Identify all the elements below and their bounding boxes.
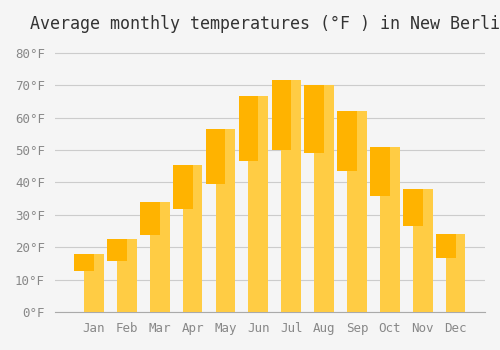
Bar [248,97,268,312]
Bar [173,164,193,209]
Bar [74,254,94,271]
Bar [380,147,400,312]
Bar [183,164,203,312]
Bar [206,129,226,184]
Bar [272,80,291,150]
Bar [436,234,456,258]
Bar [304,85,324,153]
Bar [347,111,367,312]
Title: Average monthly temperatures (°F ) in New Berlin: Average monthly temperatures (°F ) in Ne… [30,15,500,33]
Bar [216,129,236,312]
Bar [84,254,104,312]
Bar [413,189,432,312]
Bar [403,189,422,226]
Bar [370,147,390,196]
Bar [337,111,357,172]
Bar [238,97,258,161]
Bar [446,234,466,312]
Bar [140,202,160,235]
Bar [117,239,136,312]
Bar [314,85,334,312]
Bar [282,80,301,312]
Bar [107,239,127,261]
Bar [150,202,170,312]
